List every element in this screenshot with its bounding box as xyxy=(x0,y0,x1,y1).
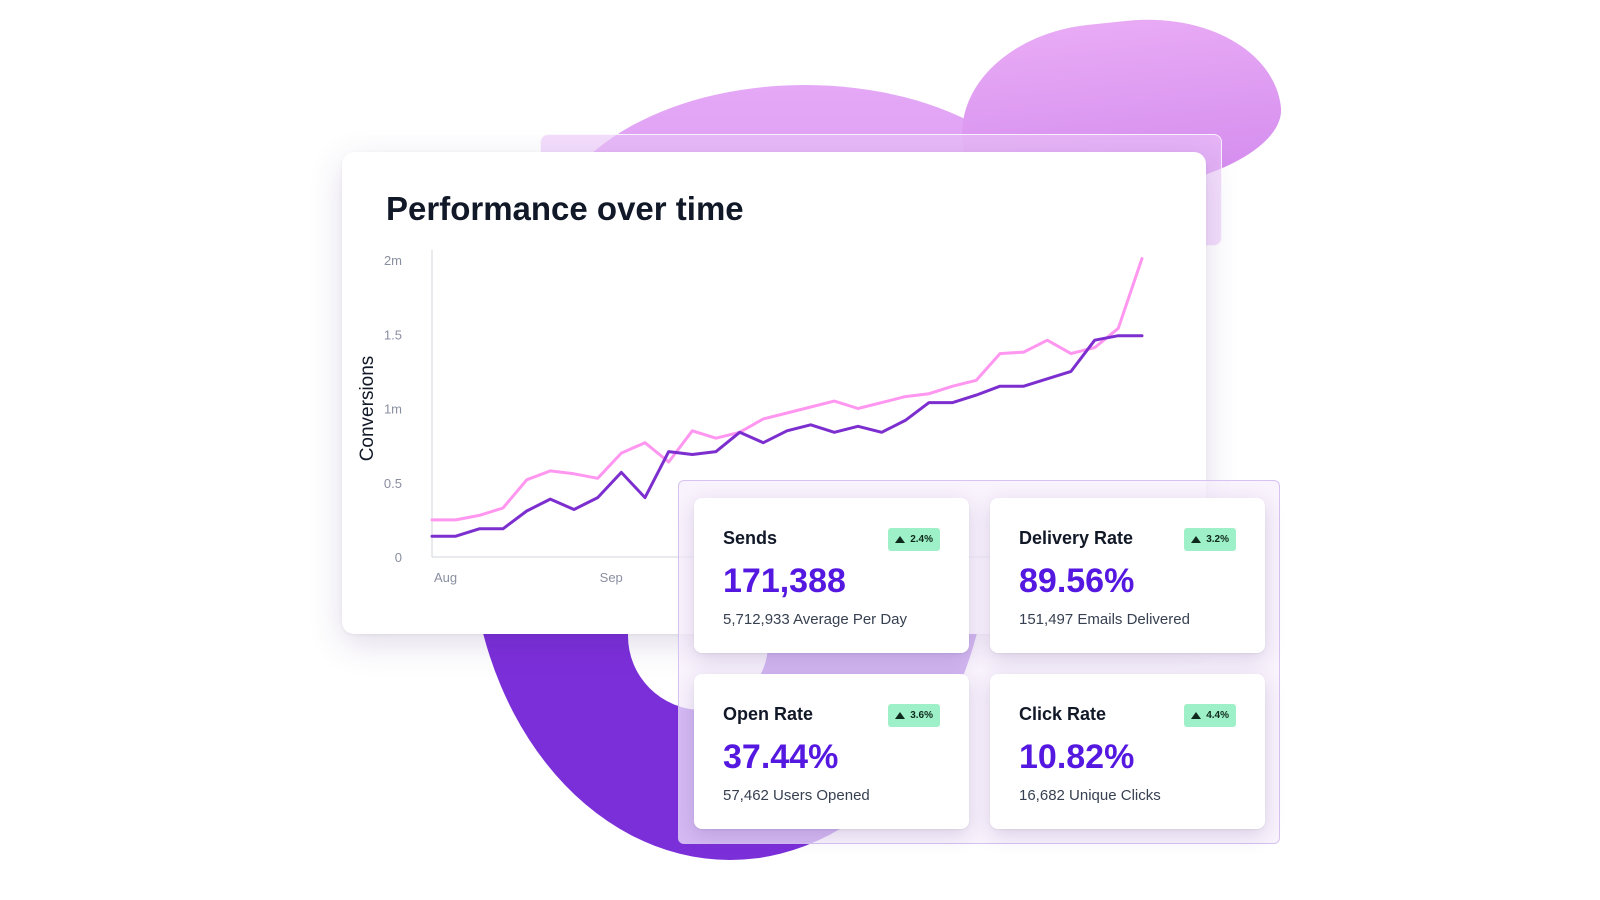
stat-label: Delivery Rate xyxy=(1019,528,1134,548)
y-axis-title: Conversions xyxy=(357,356,378,462)
stat-card-click-rate: Click Rate 4.4% 10.82% 16,682 Unique Cli… xyxy=(990,674,1265,829)
stat-label: Click Rate xyxy=(1019,704,1107,724)
arrow-up-icon xyxy=(1191,536,1202,543)
stat-label: Sends xyxy=(723,528,778,548)
stat-subtext: 57,462 Users Opened xyxy=(723,787,870,804)
change-value: 3.6% xyxy=(910,710,933,721)
y-tick-label: 2m xyxy=(384,253,402,268)
stat-value: 37.44% xyxy=(723,738,839,776)
stat-value: 171,388 xyxy=(723,562,846,600)
stat-card-delivery-rate: Delivery Rate 3.2% 89.56% 151,497 Emails… xyxy=(990,498,1265,653)
stat-subtext: 151,497 Emails Delivered xyxy=(1019,611,1190,628)
change-value: 4.4% xyxy=(1206,710,1229,721)
change-badge: 2.4% xyxy=(888,528,940,551)
stat-label: Open Rate xyxy=(723,704,814,724)
x-tick-label: Aug xyxy=(434,570,457,585)
y-tick-label: 0 xyxy=(395,550,402,565)
change-badge: 4.4% xyxy=(1184,704,1236,727)
change-badge: 3.6% xyxy=(888,704,940,727)
stat-card-open-rate: Open Rate 3.6% 37.44% 57,462 Users Opene… xyxy=(694,674,969,829)
arrow-up-icon xyxy=(895,712,906,719)
arrow-up-icon xyxy=(1191,712,1202,719)
x-tick-label: Sep xyxy=(600,570,623,585)
performance-line-chart: 0 0.5 1m 1.5 2m Aug Sep Conversions xyxy=(357,250,1152,585)
y-tick-label: 0.5 xyxy=(384,476,402,491)
series-line-2 xyxy=(430,334,1144,538)
change-value: 3.2% xyxy=(1206,534,1229,545)
change-value: 2.4% xyxy=(910,534,933,545)
chart-title: Performance over time xyxy=(386,190,744,227)
stat-subtext: 5,712,933 Average Per Day xyxy=(723,611,908,628)
y-tick-label: 1m xyxy=(384,402,402,417)
change-badge: 3.2% xyxy=(1184,528,1236,551)
stat-card-sends: Sends 2.4% 171,388 5,712,933 Average Per… xyxy=(694,498,969,653)
arrow-up-icon xyxy=(895,536,906,543)
stat-subtext: 16,682 Unique Clicks xyxy=(1019,787,1161,804)
stat-value: 10.82% xyxy=(1019,738,1135,776)
series-line-1 xyxy=(430,257,1144,522)
y-tick-label: 1.5 xyxy=(384,327,402,342)
stat-value: 89.56% xyxy=(1019,562,1135,600)
